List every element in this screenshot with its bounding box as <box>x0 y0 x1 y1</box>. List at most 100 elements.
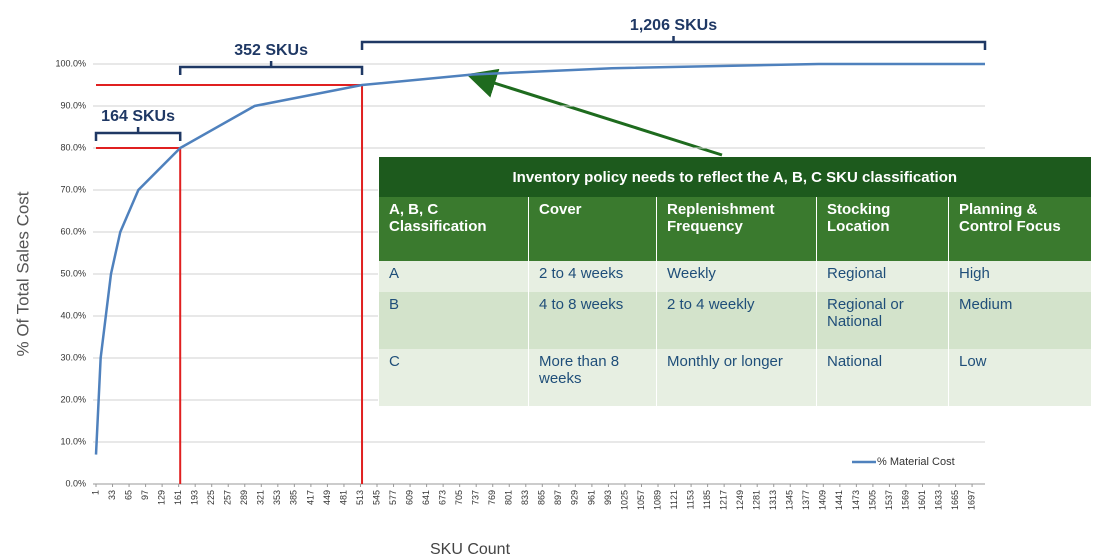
brace-label: 1,206 SKUs <box>630 17 717 34</box>
x-tick-label: 929 <box>570 490 580 505</box>
table-row: C More than 8 weeks Monthly or longer Natio… <box>378 349 1091 406</box>
x-tick-label: 577 <box>388 490 398 505</box>
x-tick-label: 33 <box>107 490 117 500</box>
header-row: A, B, C Classification Cover Replenishment… <box>378 197 1091 261</box>
x-tick-label: 449 <box>322 490 332 505</box>
header-cell: Planning & Control Focus <box>947 197 1091 261</box>
x-tick-label: 1089 <box>652 490 662 510</box>
x-tick-label: 865 <box>537 490 547 505</box>
x-tick-label: 1217 <box>719 490 729 510</box>
series-line <box>94 62 985 455</box>
x-tick-label: 1505 <box>867 490 877 510</box>
header-cell: Stocking Location <box>816 197 949 261</box>
brace-label: 352 SKUs <box>234 42 308 59</box>
x-tick-label: 673 <box>438 490 448 505</box>
y-axis-label: % Of Total Sales Cost <box>13 191 32 356</box>
x-tick-label: 161 <box>173 490 183 505</box>
header-cell: Cover <box>528 197 657 261</box>
x-tick-label: 65 <box>123 490 133 500</box>
legend-label: % Material Cost <box>877 456 955 468</box>
x-tick-label: 1 <box>90 490 100 495</box>
table-cell: High <box>947 261 1091 292</box>
table-cell: Regional <box>816 261 949 292</box>
brace <box>94 127 182 141</box>
arrow <box>466 68 723 157</box>
x-tick-label: 705 <box>454 490 464 505</box>
x-tick-label: 289 <box>239 490 249 505</box>
y-tick-label: 100.0% <box>55 58 86 68</box>
x-tick-label: 513 <box>355 490 365 505</box>
table-cell: 4 to 8 weeks <box>528 292 657 349</box>
brace <box>360 36 987 50</box>
x-tick-label: 769 <box>487 490 497 505</box>
x-tick-label: 385 <box>289 490 299 505</box>
x-tick-label: 97 <box>140 490 150 500</box>
x-tick-label: 1601 <box>917 490 927 510</box>
x-tick-label: 641 <box>421 490 431 505</box>
x-tick-label: 897 <box>553 490 563 505</box>
table-cell: More than 8 weeks <box>528 349 657 406</box>
x-tick-label: 1697 <box>966 490 976 510</box>
table-cell: 2 to 4 weekly <box>656 292 817 349</box>
x-tick-label: 1057 <box>636 490 646 510</box>
table-cell: C <box>378 349 529 406</box>
brace-label: 164 SKUs <box>101 108 175 125</box>
x-tick-label: 1121 <box>669 490 679 509</box>
x-tick-label: 1537 <box>884 490 894 510</box>
x-tick-label: 129 <box>156 490 166 505</box>
x-tick-label: 737 <box>471 490 481 505</box>
x-tick-label: 545 <box>371 490 381 505</box>
x-tick-label: 1281 <box>752 490 762 510</box>
y-tick-label: 80.0% <box>60 142 86 152</box>
x-axis-label: SKU Count <box>430 541 511 556</box>
header-cell: A, B, C Classification <box>378 197 529 261</box>
brace <box>178 61 364 75</box>
x-tick-label: 993 <box>603 490 613 505</box>
x-tick-label: 321 <box>256 490 266 505</box>
x-tick-label: 833 <box>520 490 530 505</box>
y-tick-label: 10.0% <box>60 436 86 446</box>
x-tick-label: 193 <box>190 490 200 505</box>
x-tick-label: 481 <box>338 490 348 505</box>
x-tick-label: 1345 <box>785 490 795 510</box>
table-title: Inventory policy needs to reflect the A,… <box>377 157 1091 197</box>
y-tick-label: 0.0% <box>65 478 86 488</box>
table-cell: Weekly <box>656 261 817 292</box>
x-tick-label: 609 <box>404 490 414 505</box>
x-tick-label: 1633 <box>933 490 943 510</box>
table-cell: National <box>816 349 949 406</box>
table-cell: Monthly or longer <box>656 349 817 406</box>
x-tick-label: 417 <box>305 490 315 505</box>
x-tick-label: 1185 <box>702 490 712 509</box>
x-tick-label: 801 <box>504 490 514 505</box>
y-tick-label: 60.0% <box>60 226 86 236</box>
table-cell: Regional or National <box>816 292 949 349</box>
x-tick-label: 1377 <box>801 490 811 510</box>
x-tick-label: 961 <box>586 490 596 505</box>
table-cell: Low <box>947 349 1091 406</box>
x-tick-label: 257 <box>223 490 233 505</box>
x-tick-label: 1313 <box>768 490 778 510</box>
y-tick-label: 90.0% <box>60 100 86 110</box>
header-cell: Replenishment Frequency <box>656 197 817 261</box>
x-tick-label: 1441 <box>834 490 844 510</box>
x-tick-label: 1249 <box>735 490 745 510</box>
table-cell: 2 to 4 weeks <box>528 261 657 292</box>
x-tick-label: 1569 <box>900 490 910 510</box>
x-tick-label: 1665 <box>950 490 960 510</box>
x-tick-label: 1025 <box>619 490 629 510</box>
y-tick-label: 40.0% <box>60 310 86 320</box>
policy-table: Inventory policy needs to reflect the A,… <box>377 157 1091 406</box>
y-tick-label: 20.0% <box>60 394 86 404</box>
x-tick-label: 353 <box>272 490 282 505</box>
table-cell: A <box>378 261 529 292</box>
y-tick-label: 30.0% <box>60 352 86 362</box>
x-tick-label: 1409 <box>818 490 828 510</box>
x-tick-label: 225 <box>206 490 216 505</box>
x-tick-label: 1153 <box>685 490 695 509</box>
